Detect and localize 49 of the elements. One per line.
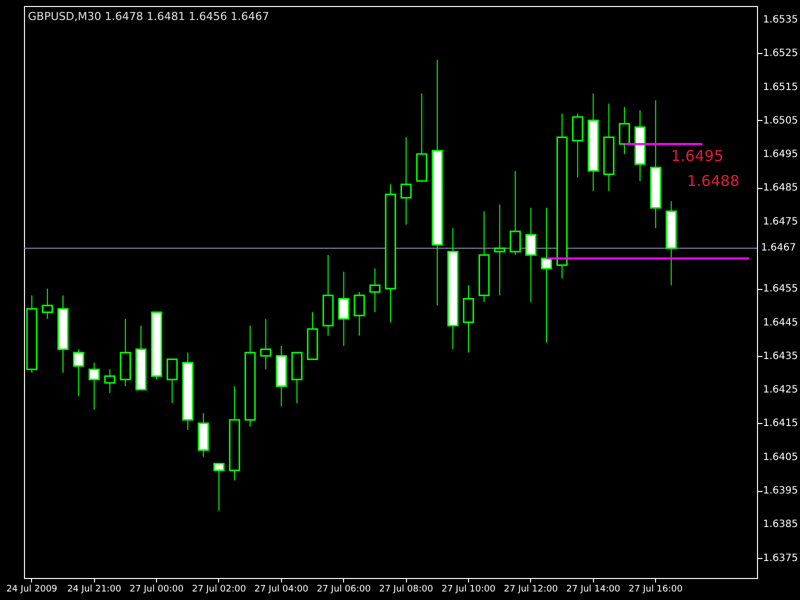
x-tick-label: 27 Jul 08:00	[379, 584, 434, 594]
candlestick	[213, 462, 225, 512]
candlestick	[166, 358, 178, 404]
y-tick-label: 1.6435	[763, 350, 798, 362]
candlestick	[572, 113, 584, 178]
x-tick-label: 27 Jul 14:00	[566, 584, 620, 594]
x-tick-label: 24 Jul 21:00	[67, 584, 122, 594]
candlestick	[88, 362, 100, 410]
candlestick	[618, 106, 630, 155]
y-tick-label: 1.6515	[763, 82, 798, 93]
y-tick-label: 1.6385	[763, 519, 798, 530]
candlestick	[400, 136, 412, 226]
y-tick-label: 1.6405	[763, 452, 798, 463]
chart-title: GBPUSD,M30 1.6478 1.6481 1.6456 1.6467	[28, 10, 270, 23]
y-tick-label: 1.6425	[763, 384, 798, 396]
y-tick-label: 1.6505	[763, 115, 798, 126]
candlestick	[338, 271, 350, 346]
x-tick-label: 27 Jul 06:00	[316, 584, 371, 594]
ref-line-label: 1.6467	[761, 242, 796, 254]
annotation: 1.6495	[671, 147, 724, 165]
x-tick-label: 27 Jul 04:00	[254, 584, 309, 594]
candlestick	[510, 170, 521, 256]
y-tick-label: 1.6495	[763, 149, 798, 160]
x-tick-label: 27 Jul 10:00	[441, 584, 496, 594]
y-tick-label: 1.6415	[763, 418, 798, 430]
y-tick-label: 1.6455	[763, 284, 798, 295]
x-tick-label: 27 Jul 02:00	[192, 584, 246, 594]
y-tick-label: 1.6375	[763, 552, 798, 564]
x-tick-label: 27 Jul 00:00	[130, 584, 184, 594]
candlestick	[494, 204, 506, 296]
y-tick-label: 1.6485	[763, 182, 798, 194]
candlestick	[525, 207, 536, 303]
candlestick	[104, 368, 116, 394]
x-tick-label: 27 Jul 16:00	[628, 584, 683, 594]
annotation: 1.6488	[687, 172, 740, 190]
y-tick-label: 1.6475	[763, 216, 798, 228]
x-tick-label: 27 Jul 12:00	[504, 584, 558, 594]
candlestick	[260, 318, 272, 370]
y-tick-label: 1.6445	[763, 317, 798, 328]
y-tick-label: 1.6525	[763, 48, 798, 60]
candlestick	[462, 284, 474, 354]
candlestick	[369, 268, 380, 313]
candlestick	[354, 292, 365, 336]
y-tick-label: 1.6395	[763, 486, 798, 497]
candlestick	[73, 348, 84, 397]
candlestick	[42, 288, 53, 320]
x-tick-label: 24 Jul 2009	[6, 584, 58, 594]
y-tick-label: 1.6535	[763, 14, 798, 26]
candlestick	[540, 207, 552, 343]
